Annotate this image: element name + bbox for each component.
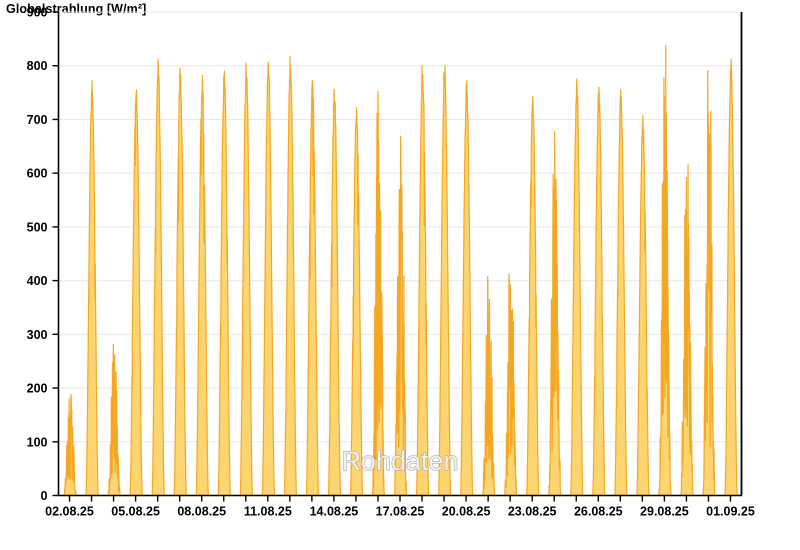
x-axis-tick-label: 11.08.25	[244, 505, 292, 519]
x-axis-ticks	[68, 495, 732, 502]
x-axis-tick-label: 14.08.25	[310, 505, 359, 519]
day-area-fill	[300, 80, 323, 496]
day-area-fill	[565, 79, 588, 496]
x-axis-labels: 02.08.25 05.08.25 08.08.25 11.08.25 14.08.25…	[45, 505, 755, 519]
y-axis-tick-label: 100	[27, 435, 48, 449]
x-axis-tick-label: 20.08.25	[442, 505, 491, 519]
day-area-fill	[477, 276, 500, 496]
y-axis-tick-label: 400	[27, 274, 48, 288]
day-area-fill	[322, 89, 345, 496]
day-area-fill	[278, 56, 301, 496]
x-axis-tick-label: 23.08.25	[508, 505, 557, 519]
day-area-fill	[455, 80, 478, 496]
day-area-fill	[168, 68, 191, 496]
day-area-fill	[521, 96, 544, 496]
day-area-fill	[190, 75, 213, 496]
y-axis-tick-label: 800	[27, 59, 48, 73]
watermark-label: Rohdaten	[341, 446, 458, 476]
x-axis-tick-label: 17.08.25	[376, 505, 425, 519]
x-axis-tick-label: 29.08.25	[640, 505, 689, 519]
day-area-fill	[344, 107, 367, 496]
y-axis-tick-label: 300	[27, 328, 48, 342]
y-axis-tick-label: 200	[27, 382, 48, 396]
day-area-fill	[719, 59, 742, 496]
day-area-fill	[212, 71, 235, 496]
y-axis-tick-label: 900	[27, 6, 48, 20]
data-area-series	[58, 44, 742, 497]
y-axis-tick-label: 0	[41, 489, 48, 503]
day-area-fill	[433, 65, 456, 496]
day-area-fill	[256, 61, 279, 496]
day-area-fill	[234, 63, 257, 496]
y-axis-ticks	[52, 11, 59, 497]
day-area-fill	[631, 115, 654, 496]
x-axis-tick-label: 01.09.25	[706, 505, 755, 519]
x-axis-tick-label: 02.08.25	[45, 505, 94, 519]
y-axis-tick-label: 500	[27, 220, 48, 234]
day-area-fill	[587, 87, 610, 496]
y-axis-labels: 0 100 200 300 400 500 600 700 800 900	[27, 6, 48, 504]
day-area-fill	[146, 59, 169, 496]
day-area-fill	[411, 65, 434, 496]
y-axis-tick-label: 600	[27, 167, 48, 181]
day-area-fill	[80, 80, 103, 496]
day-area-fill	[609, 89, 632, 496]
x-axis-tick-label: 26.08.25	[574, 505, 623, 519]
y-axis-tick-label: 700	[27, 113, 48, 127]
day-area-fill	[124, 89, 147, 496]
x-axis-tick-label: 05.08.25	[111, 505, 160, 519]
day-area-fill	[388, 136, 412, 496]
x-axis-tick-label: 08.08.25	[177, 505, 226, 519]
